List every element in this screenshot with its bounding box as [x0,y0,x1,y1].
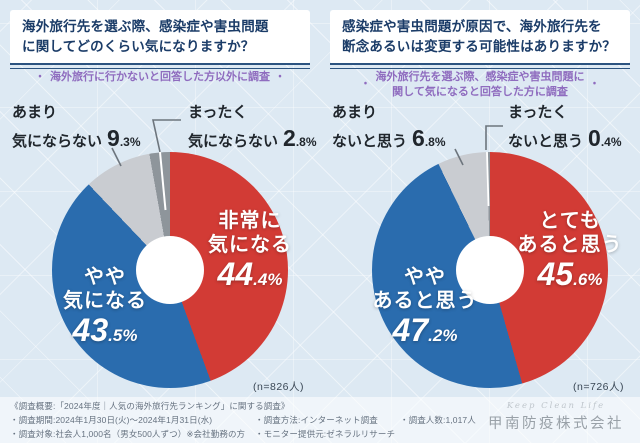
brand-script-logo: Keep Clean Life [506,401,606,411]
slice-label-line: あると思う [372,289,478,312]
company-name: 甲南防疫株式会社 [488,416,624,432]
subtitle-line-1: 海外旅行先を選ぶ際、感染症や害虫問題に [375,71,585,83]
subtitle-line-1: 海外旅行に行かないと回答した方以外に調査 [50,71,270,83]
slice-label-line: あまり [12,104,58,121]
slice-label-line: 気になる [208,233,292,256]
donut-chart-right [372,152,608,388]
survey-target: ・調査対象:社会人1,000名（男女500人ずつ）※会社勤務の方 [10,428,246,439]
slice-pct-very-likely: 45.6% [506,256,634,293]
slice-label-line: 非常に [218,210,282,232]
subtitle-dot-left: ・ [35,71,45,83]
pct-integer: 0 [588,125,601,152]
subtitle-text: 海外旅行に行かないと回答した方以外に調査 [50,70,270,85]
pct-integer: 43 [72,312,109,348]
donut-hole [136,236,204,304]
survey-overview: 《調査概要:「2024年度｜人気の海外旅行先ランキング」に関する調査》 [10,401,290,411]
title-line-1: 海外旅行先を選ぶ際、感染症や害虫問題 [22,19,269,34]
panel-change-destination: 感染症や害虫問題が原因で、海外旅行先を 断念あるいは変更する可能性はありますか？… [320,0,640,443]
slice-label-not-much-concerned: あまり 気にならない 9.3% [12,103,141,154]
slice-label-line: 気になる [63,289,147,312]
slice-label-very-concerned: 非常に 気になる [186,210,314,257]
panel-concern-level: 海外旅行先を選ぶ際、感染症や害虫問題 に関してどのくらい気になりますか？ ・ 海… [0,10,320,393]
subtitle-dot-right: ・ [589,79,600,91]
slice-pct-not-much: 9.3% [107,123,140,154]
survey-count: ・調査人数:1,017人 [400,414,476,425]
title-underline [10,63,310,69]
slice-label-somewhat-concerned: やや 気になる [40,266,170,313]
survey-scope-note-left: ・ 海外旅行に行かないと回答した方以外に調査 ・ [0,70,320,85]
pct-decimal: .6% [573,270,603,289]
pct-integer: 47 [392,312,429,348]
slice-label-line: あまり [332,104,378,121]
title-underline [330,63,630,69]
slice-label-line: 気にならない [12,133,103,151]
slice-pct-not-at-all: 2.8% [283,123,316,154]
subtitle-text: 海外旅行先を選ぶ際、感染症や害虫問題に 関して気になると回答した方に調査 [376,70,585,100]
survey-period: ・調査期間:2024年1月30日(火)～2024年1月31日(水) [10,414,213,425]
pct-integer: 6 [412,125,425,152]
slice-label-somewhat-likely: やや あると思う [360,266,490,313]
pct-decimal: .8% [424,135,446,150]
slice-label-line: ないと思う [508,133,584,151]
slice-label-line: やや [84,266,126,288]
slice-pct-somewhat-likely: 47.2% [360,312,490,349]
slice-label-line: まったく [188,104,248,121]
survey-monitor: ・モニター提供元:ゼネラルリサーチ [255,428,396,439]
slice-label-line: とても [539,210,601,232]
slice-label-not-at-all-concerned: まったく 気にならない 2.8% [188,103,317,154]
pct-decimal: .4% [600,135,622,150]
slice-label-definitely-not: まったく ないと思う 0.4% [508,103,622,154]
slice-label-very-likely: とても あると思う [506,210,634,257]
survey-scope-note-right: ・ 海外旅行先を選ぶ際、感染症や害虫問題に 関して気になると回答した方に調査 ・ [320,70,640,100]
donut-hole [456,236,524,304]
slice-pct-somewhat-concerned: 43.5% [40,312,170,349]
sample-size-right: (n=726人) [573,381,624,393]
pct-integer: 45 [537,256,574,292]
slice-pct-very-concerned: 44.4% [186,256,314,293]
pct-decimal: .4% [253,270,283,289]
pct-integer: 2 [283,125,296,152]
slice-label-line: やや [404,266,446,288]
slice-label-line: あると思う [517,233,623,256]
survey-details: 《調査概要:「2024年度｜人気の海外旅行先ランキング」に関する調査》 ・調査期… [10,400,480,441]
slice-pct-probably-not: 6.8% [412,123,445,154]
slice-label-probably-not: あまり ないと思う 6.8% [332,103,446,154]
pct-decimal: .3% [119,135,141,150]
pct-integer: 44 [217,256,254,292]
title-line-2: 断念あるいは変更する可能性はありますか？ [342,39,616,55]
subtitle-dot-left: ・ [360,79,371,91]
slice-label-line: まったく [508,104,568,121]
slice-pct-definitely-not: 0.4% [588,123,621,154]
survey-method: ・調査方法:インターネット調査 [255,414,378,425]
sample-size-left: (n=826人) [253,381,304,393]
slice-label-line: 気にならない [188,133,279,151]
subtitle-dot-right: ・ [275,71,285,83]
slice-label-line: ないと思う [332,133,408,151]
subtitle-line-2: 関して気になると回答した方に調査 [392,85,568,98]
company-brand: Keep Clean Life 甲南防疫株式会社 [488,401,624,433]
pct-integer: 9 [107,125,120,152]
title-line-2: に関してどのくらい気になりますか？ [22,39,255,55]
question-title-right: 感染症や害虫問題が原因で、海外旅行先を 断念あるいは変更する可能性はありますか？ [330,10,630,64]
footer-strip [0,397,640,443]
question-title-left: 海外旅行先を選ぶ際、感染症や害虫問題 に関してどのくらい気になりますか？ [10,10,310,64]
pct-decimal: .5% [108,326,138,345]
donut-chart-left [52,152,288,388]
title-line-1: 感染症や害虫問題が原因で、海外旅行先を [342,19,602,34]
pct-decimal: .8% [295,135,317,150]
pct-decimal: .2% [428,326,458,345]
